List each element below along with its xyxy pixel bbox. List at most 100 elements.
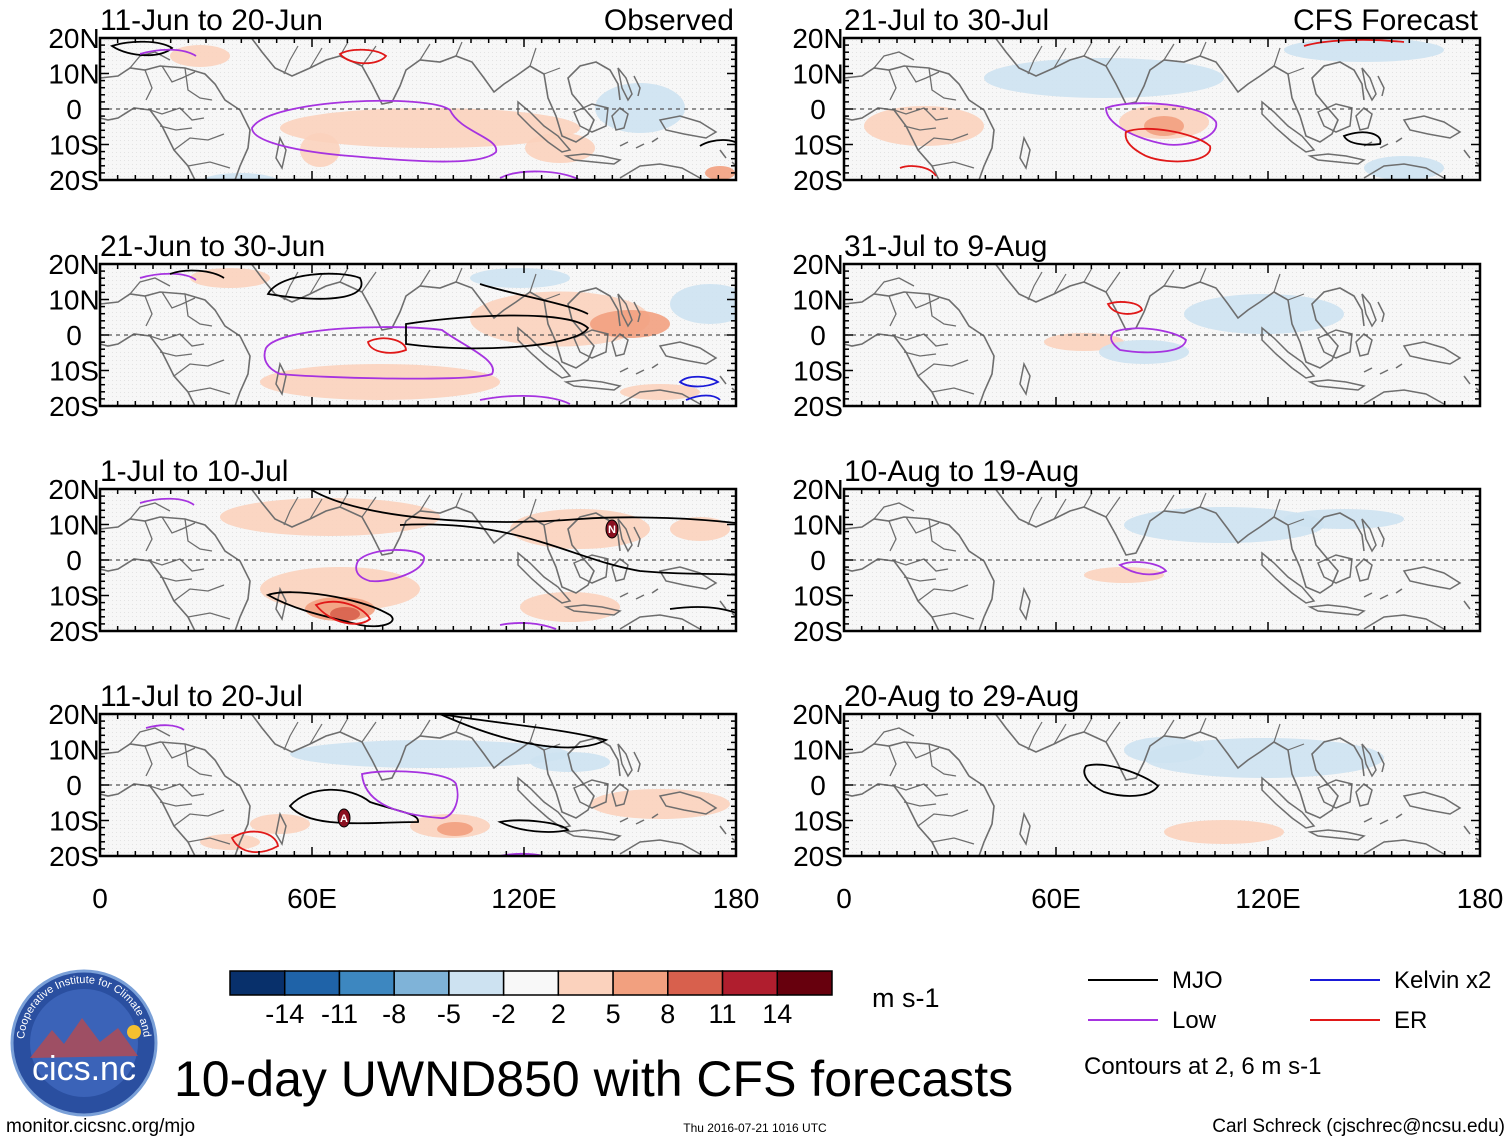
legend-label: Low <box>1172 1007 1217 1034</box>
timestamp: Thu 2016-07-21 1016 UTC <box>683 1121 827 1135</box>
wind-anomaly-shading <box>470 268 570 288</box>
wind-anomaly-shading <box>1144 738 1384 778</box>
contour-line <box>109 40 174 57</box>
colorbar-tick-label: -14 <box>265 999 304 1029</box>
wind-anomaly-shading <box>330 607 360 621</box>
panel-right-4: 20N 10N 0 10S 20S 20-Aug to 29-Aug <box>792 680 1482 872</box>
panel-title: 1-Jul to 10-Jul <box>100 455 288 488</box>
lat-label: 10N <box>48 510 99 541</box>
contour-line <box>669 606 736 614</box>
map-layer <box>844 264 1480 406</box>
contour-line <box>479 395 571 405</box>
contour-line <box>366 337 407 354</box>
lon-label-left: 0 <box>92 883 108 914</box>
contour-line <box>314 601 372 625</box>
colorbar-tick-label: 11 <box>709 999 737 1029</box>
colorbar-tick-label: -2 <box>492 999 516 1029</box>
colorbar-swatch <box>448 970 505 996</box>
contour-line <box>361 770 459 819</box>
panel-title: 11-Jun to 20-Jun <box>100 4 323 37</box>
contour-line <box>1124 127 1211 163</box>
contour-line <box>405 314 590 350</box>
lat-label: 0 <box>66 770 82 801</box>
lon-label-right: 0 <box>836 883 852 914</box>
lat-label: 0 <box>810 770 826 801</box>
lat-label: 20S <box>49 391 99 422</box>
colorbar-swatch <box>667 970 724 996</box>
lat-label: 20S <box>49 616 99 647</box>
map-layer <box>844 489 1480 631</box>
wind-anomaly-shading <box>1284 509 1404 529</box>
lat-label: 20N <box>792 699 843 730</box>
colorbar-tick-label: 8 <box>660 999 675 1029</box>
lat-label: 10S <box>793 130 843 161</box>
wind-anomaly-shading <box>864 106 984 146</box>
contour-line <box>899 165 937 177</box>
panel-right-1: 20N 10N 0 10S 20S 21-Jul to 30-Jul CFS Forecas… <box>792 4 1482 196</box>
panel-left-4: 20N 10N 0 10S 20S 11-Jul to 20-Jul <box>48 680 738 872</box>
colorbar-swatch <box>283 970 341 996</box>
wind-anomaly-shading <box>705 166 735 180</box>
lon-label-left: 120E <box>491 883 556 914</box>
wind-anomaly-shading <box>290 740 570 768</box>
lat-label: 10N <box>792 59 843 90</box>
lat-label: 10N <box>792 285 843 316</box>
map-layer <box>844 38 1480 180</box>
storm-letter: A <box>340 813 348 825</box>
panel-title: 31-Jul to 9-Aug <box>844 230 1047 263</box>
contour-line <box>263 326 494 380</box>
wind-anomaly-shading <box>200 834 260 850</box>
colorbar-tick-label: 5 <box>606 999 621 1029</box>
panel-left-3: 20N 10N 0 10S 20S 1-Jul to 10-Jul <box>48 455 738 647</box>
figure-title: 10-day UWND850 with CFS forecasts <box>174 1051 1013 1107</box>
wind-anomaly-shading <box>260 567 420 611</box>
logo-sun <box>127 1025 141 1039</box>
contour-line <box>1083 763 1160 797</box>
contour-line <box>1342 131 1382 146</box>
colorbar-swatch <box>229 970 286 996</box>
wind-anomaly-shading <box>260 364 500 400</box>
lat-label: 0 <box>810 545 826 576</box>
colorbar-swatch <box>612 970 669 996</box>
contour-line <box>1106 301 1144 315</box>
colorbar-tick-label: -11 <box>321 999 358 1029</box>
lat-label: 0 <box>810 320 826 351</box>
lat-label: 20N <box>48 474 99 505</box>
colorbar-swatch <box>776 970 833 996</box>
lat-label: 20N <box>48 249 99 280</box>
wind-anomaly-shading <box>201 173 279 180</box>
contour-line <box>266 272 363 300</box>
lat-label: 10S <box>49 806 99 837</box>
lat-label: 0 <box>810 94 826 125</box>
lat-label: 10S <box>793 806 843 837</box>
contour-line <box>1110 327 1187 354</box>
lat-label: 20N <box>48 23 99 54</box>
legend-label: MJO <box>1172 967 1223 994</box>
lat-label: 20N <box>792 23 843 54</box>
storm-letter: N <box>608 524 616 536</box>
contour-line <box>139 497 195 506</box>
map-background <box>100 714 736 856</box>
panel-title: 11-Jul to 20-Jul <box>100 680 303 713</box>
logo-wordmark: cics.nc <box>32 1050 136 1088</box>
map-layer <box>100 714 736 856</box>
lat-label: 20S <box>793 165 843 196</box>
storm-marker-n: N <box>605 519 619 539</box>
wind-anomaly-shading <box>1084 567 1164 583</box>
panel-title: 21-Jul to 30-Jul <box>844 4 1049 37</box>
wind-anomaly-shading <box>670 517 730 541</box>
contour-line <box>499 622 557 630</box>
lon-label-right: 180 <box>1457 883 1504 914</box>
wind-anomaly-shading <box>170 45 230 67</box>
lat-label: 10S <box>793 581 843 612</box>
lat-label: 10N <box>792 735 843 766</box>
lat-label: 10N <box>48 59 99 90</box>
panel-right-3: 20N 10N 0 10S 20S 10-Aug to 19-Aug <box>792 455 1482 647</box>
contour-line <box>230 830 279 853</box>
lat-label: 20N <box>48 699 99 730</box>
panel-left-1: 20N 10N 0 10S 20S 11-Jun to 20-Jun Observed <box>48 4 738 196</box>
contour-line <box>309 489 736 524</box>
lon-label-right: 120E <box>1235 883 1300 914</box>
lat-label: 20S <box>793 391 843 422</box>
